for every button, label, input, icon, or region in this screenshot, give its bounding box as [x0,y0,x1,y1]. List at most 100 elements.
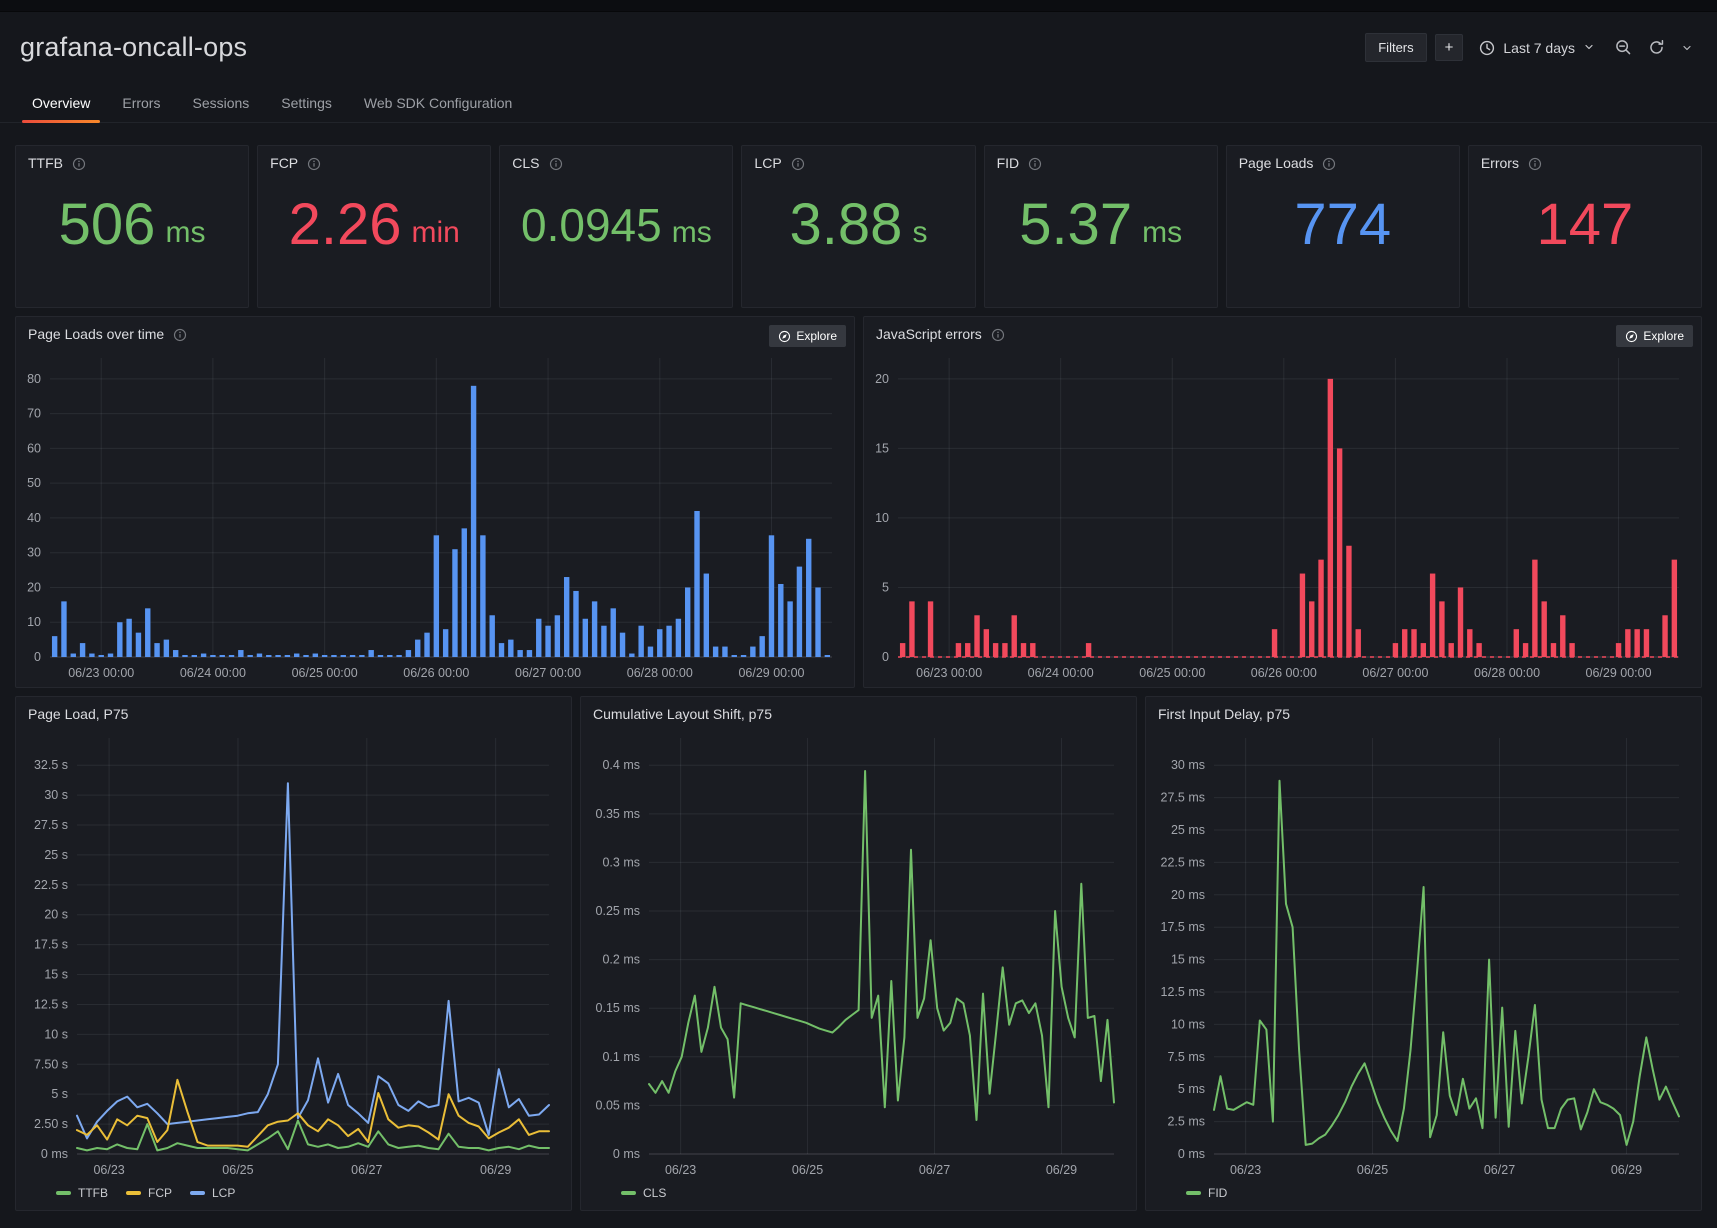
bar-charts-row: Page Loads over time Explore 06/23 00:00… [15,316,1702,688]
zoom-out-button[interactable] [1611,35,1636,60]
info-icon[interactable] [307,157,321,171]
info-icon[interactable] [1028,157,1042,171]
compass-icon [778,330,791,343]
stat-value: 147 [1537,196,1634,254]
svg-text:0 ms: 0 ms [1178,1147,1205,1161]
info-icon[interactable] [991,328,1005,342]
svg-text:0.1 ms: 0.1 ms [602,1050,640,1064]
fid-p75-chart[interactable]: 06/2306/2506/2706/290 ms2.5 ms5 ms7.5 ms… [1150,726,1693,1182]
dashboard-tabs: Overview Errors Sessions Settings Web SD… [0,87,1717,123]
svg-text:0: 0 [882,650,889,664]
panel-cumulative-layout-shift-p75: Cumulative Layout Shift, p75 06/2306/250… [580,696,1137,1211]
clock-icon [1479,40,1495,56]
panel-title[interactable]: Page Loads [1239,155,1314,171]
svg-text:0.3 ms: 0.3 ms [602,855,640,869]
header-controls: Filters + Last 7 days [1365,33,1697,62]
info-icon[interactable] [549,157,563,171]
add-filter-button[interactable]: + [1435,34,1464,61]
info-icon[interactable] [173,328,187,342]
svg-text:0.05 ms: 0.05 ms [596,1098,640,1112]
tab-errors[interactable]: Errors [110,87,172,122]
line-charts-row: Page Load, P75 06/2306/2506/2706/290 ms2… [15,696,1702,1211]
svg-text:15 s: 15 s [44,968,68,982]
legend-swatch [126,1191,141,1195]
cls-p75-chart[interactable]: 06/2306/2506/2706/290 ms0.05 ms0.1 ms0.1… [585,726,1128,1182]
svg-text:40: 40 [27,511,41,525]
legend-item-fid[interactable]: FID [1186,1186,1227,1200]
panel-title[interactable]: CLS [512,155,539,171]
javascript-errors-chart[interactable]: 06/23 00:0006/24 00:0006/25 00:0006/26 0… [868,346,1693,685]
stat-panel-fid: FID 5.37 ms [984,145,1218,308]
svg-text:30 s: 30 s [44,788,68,802]
stat-row: TTFB 506ms FCP 2.26min CLS 0.0945ms LCP … [15,145,1702,308]
info-icon[interactable] [72,157,86,171]
svg-text:12.5 ms: 12.5 ms [1161,985,1205,999]
legend-item-ttfb[interactable]: TTFB [56,1186,108,1200]
panel-title[interactable]: LCP [754,155,781,171]
chart-svg: 06/2306/2506/2706/290 ms2.50 s5 s7.50 s1… [20,726,563,1182]
svg-text:10: 10 [27,615,41,629]
svg-text:0: 0 [34,650,41,664]
panel-title[interactable]: Errors [1481,155,1519,171]
stat-unit: ms [1142,218,1182,248]
legend-item-fcp[interactable]: FCP [126,1186,172,1200]
info-icon[interactable] [1322,157,1336,171]
page-load-p75-chart[interactable]: 06/2306/2506/2706/290 ms2.50 s5 s7.50 s1… [20,726,563,1182]
chart-legend: FID [1146,1184,1701,1210]
tab-settings[interactable]: Settings [269,87,344,122]
stat-value: 5.37 [1019,196,1132,254]
svg-text:06/23 00:00: 06/23 00:00 [68,666,134,680]
legend-swatch [190,1191,205,1195]
info-icon[interactable] [1528,157,1542,171]
svg-text:06/25 00:00: 06/25 00:00 [292,666,358,680]
svg-text:06/28 00:00: 06/28 00:00 [627,666,693,680]
tab-overview[interactable]: Overview [20,87,102,122]
refresh-button[interactable] [1644,35,1669,60]
legend-item-lcp[interactable]: LCP [190,1186,235,1200]
legend-swatch [1186,1191,1201,1195]
tab-web-sdk-configuration[interactable]: Web SDK Configuration [352,87,524,122]
stat-panel-errors: Errors 147 [1468,145,1702,308]
svg-text:30 ms: 30 ms [1171,758,1205,772]
panel-title[interactable]: FID [997,155,1020,171]
panel-title[interactable]: Cumulative Layout Shift, p75 [593,706,772,722]
compass-icon [1625,330,1638,343]
dashboard-grid: TTFB 506ms FCP 2.26min CLS 0.0945ms LCP … [0,123,1717,1211]
svg-text:06/25: 06/25 [222,1163,253,1177]
svg-text:20: 20 [27,580,41,594]
svg-text:7.5 ms: 7.5 ms [1167,1050,1205,1064]
svg-text:17.5 s: 17.5 s [34,938,68,952]
svg-text:25 ms: 25 ms [1171,823,1205,837]
info-icon[interactable] [791,157,805,171]
panel-title[interactable]: JavaScript errors [876,326,982,342]
chevron-down-icon [1583,40,1595,56]
time-range-picker[interactable]: Last 7 days [1471,40,1603,56]
panel-title[interactable]: FCP [270,155,298,171]
page-loads-over-time-chart[interactable]: 06/23 00:0006/24 00:0006/25 00:0006/26 0… [20,346,846,685]
svg-text:0 ms: 0 ms [41,1147,68,1161]
svg-text:06/24 00:00: 06/24 00:00 [1028,666,1094,680]
panel-title[interactable]: Page Loads over time [28,326,164,342]
svg-text:27.5 ms: 27.5 ms [1161,791,1205,805]
svg-text:06/29: 06/29 [1046,1163,1077,1177]
refresh-interval-dropdown[interactable] [1677,38,1697,58]
stat-unit: ms [672,218,712,248]
svg-text:5 ms: 5 ms [1178,1082,1205,1096]
svg-text:15: 15 [875,441,889,455]
stat-unit: min [411,218,459,248]
svg-text:06/29: 06/29 [480,1163,511,1177]
panel-title[interactable]: First Input Delay, p75 [1158,706,1290,722]
legend-item-cls[interactable]: CLS [621,1186,666,1200]
explore-button[interactable]: Explore [769,325,846,347]
filters-button[interactable]: Filters [1365,33,1426,62]
svg-text:27.5 s: 27.5 s [34,818,68,832]
svg-text:06/26 00:00: 06/26 00:00 [403,666,469,680]
dashboard-header: grafana-oncall-ops Filters + Last 7 days [0,12,1717,63]
svg-text:22.5 ms: 22.5 ms [1161,855,1205,869]
stat-panel-page-loads: Page Loads 774 [1226,145,1460,308]
explore-button[interactable]: Explore [1616,325,1693,347]
svg-text:06/27: 06/27 [1484,1163,1515,1177]
tab-sessions[interactable]: Sessions [180,87,261,122]
panel-title[interactable]: Page Load, P75 [28,706,128,722]
panel-title[interactable]: TTFB [28,155,63,171]
